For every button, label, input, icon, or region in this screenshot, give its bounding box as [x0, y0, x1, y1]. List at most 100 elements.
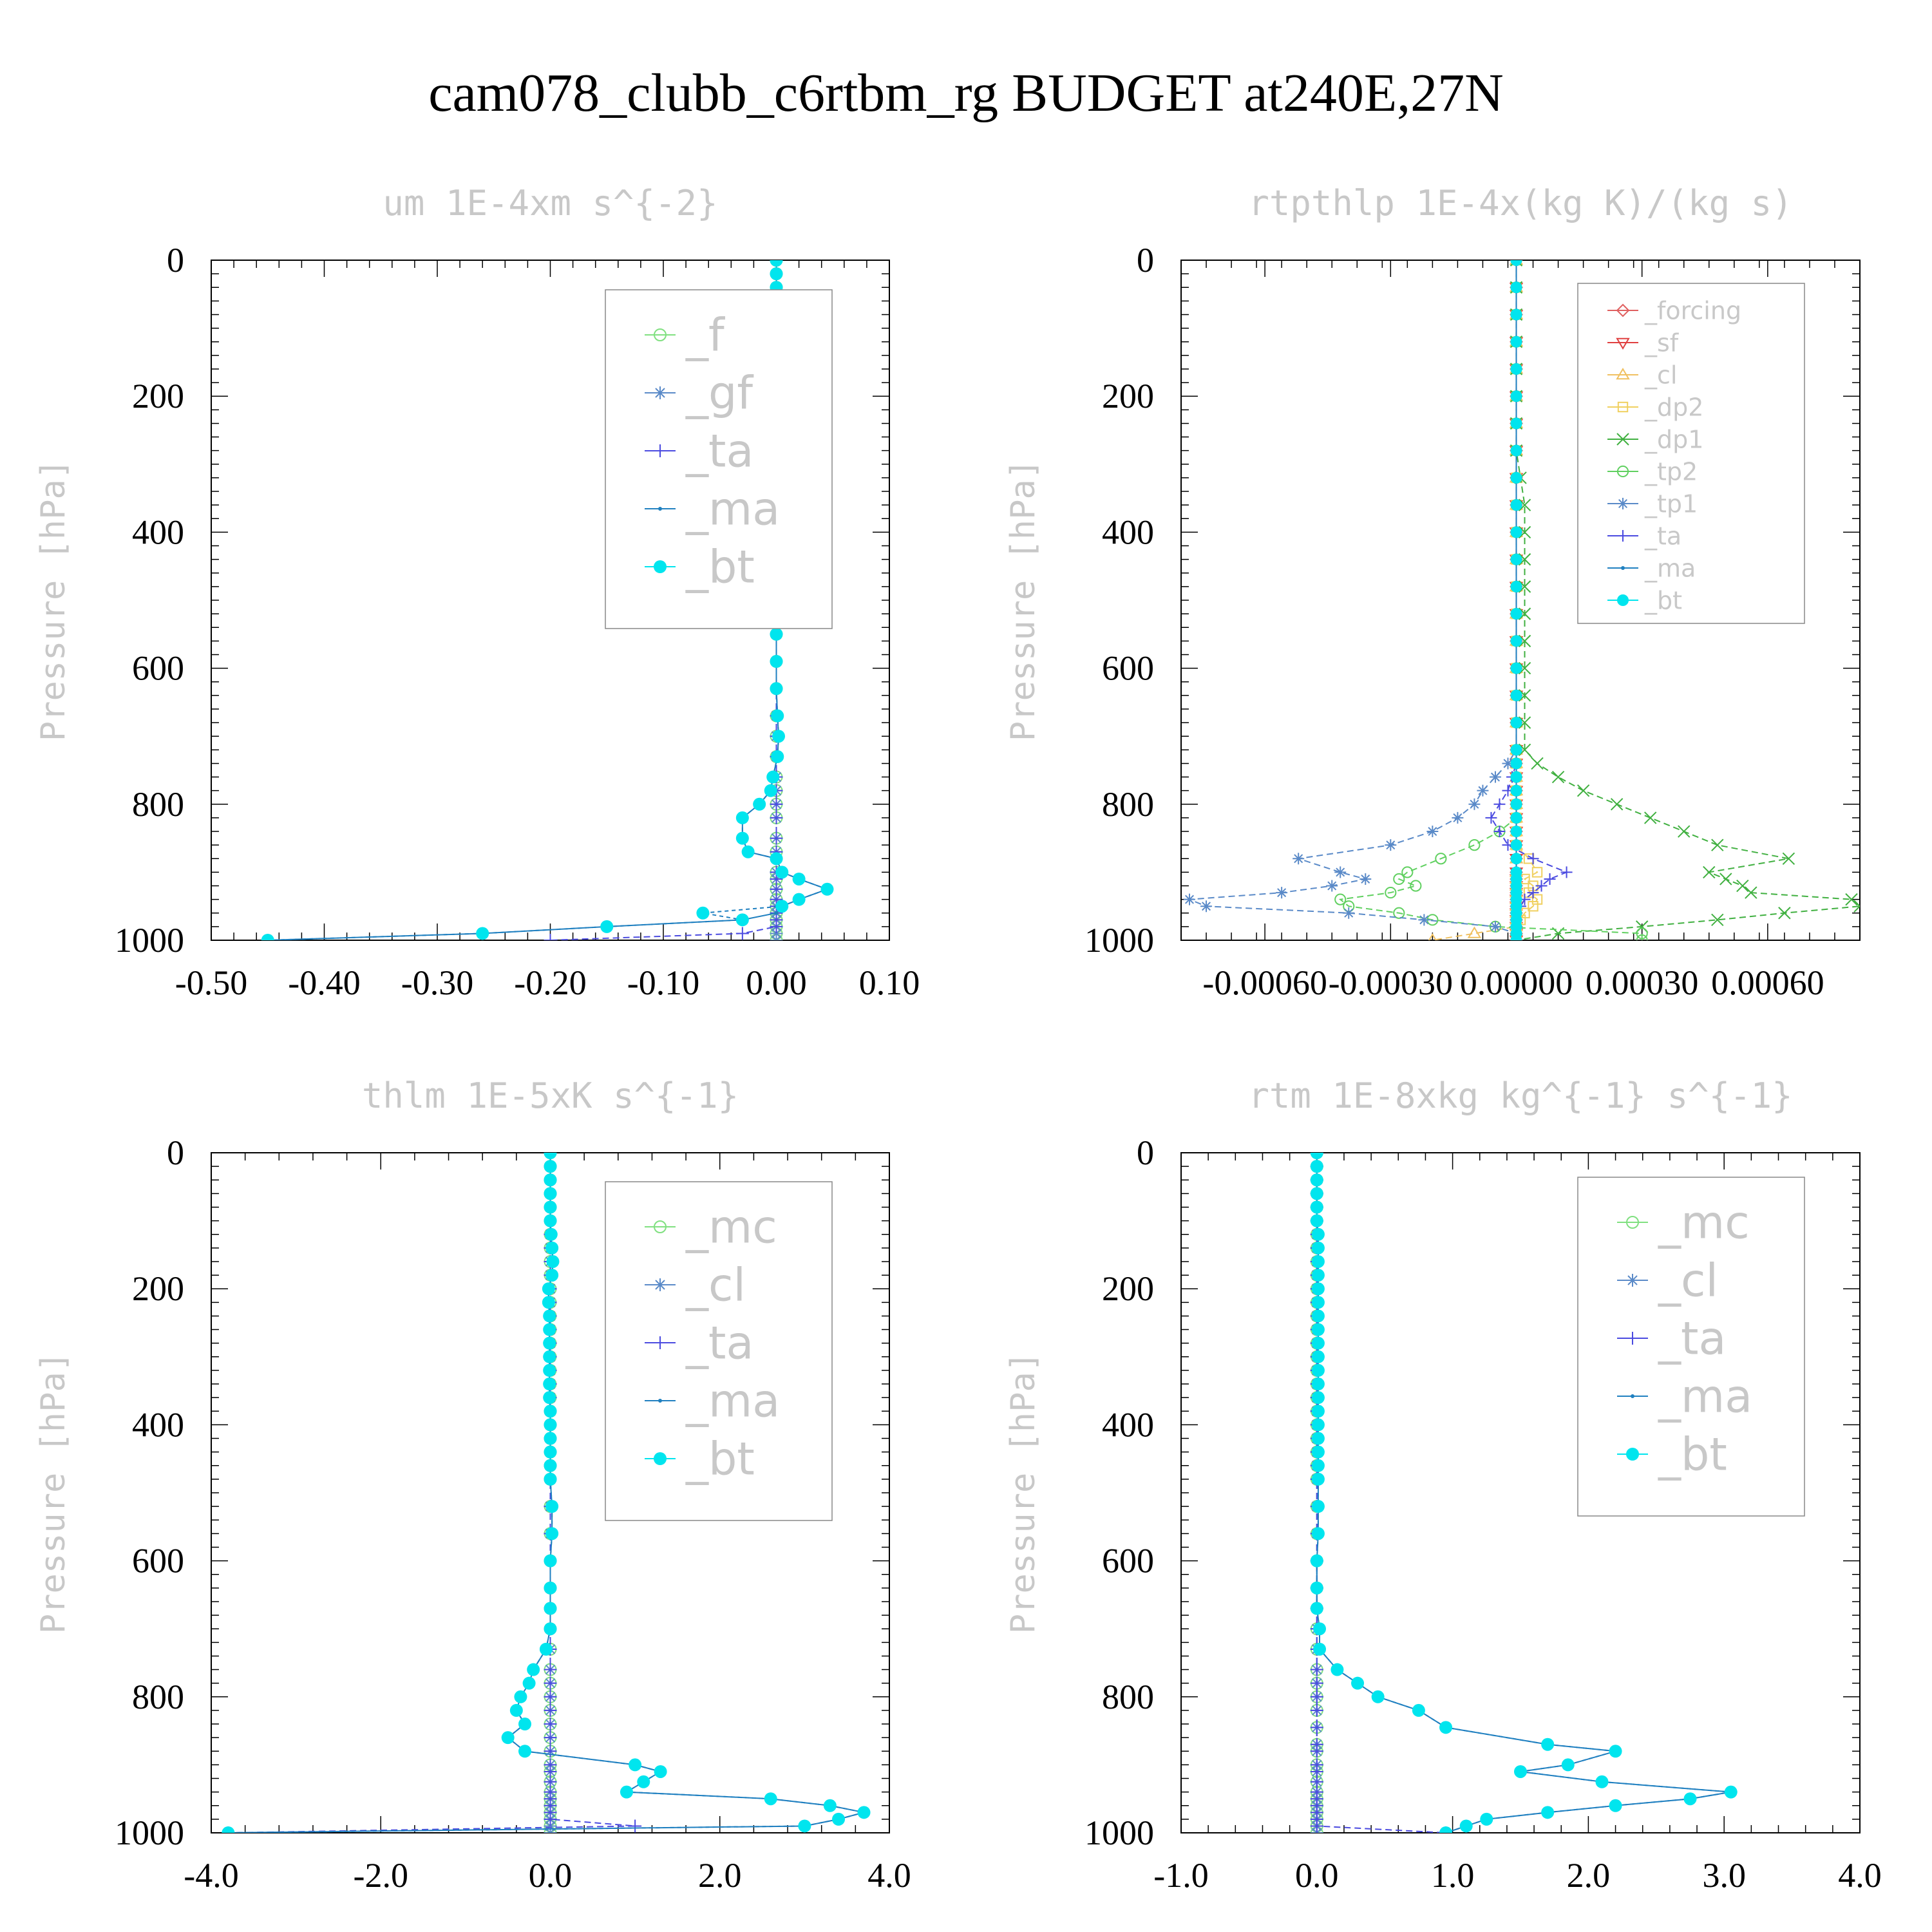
thlm-x-tick-label: 0.0 — [529, 1856, 573, 1895]
rtm-y-tick-label: 400 — [1102, 1405, 1154, 1444]
rtpthlp-y-tick-label: 600 — [1102, 649, 1154, 688]
thlm-x-tick-label: -4.0 — [184, 1856, 238, 1895]
thlm-point-ta — [544, 1745, 557, 1758]
rtm-y-tick-label: 1000 — [1084, 1814, 1154, 1852]
um-y-tick-label: 1000 — [115, 921, 184, 960]
thlm-point-bt — [543, 1378, 556, 1391]
thlm-y-axis-label: Pressure [hPa] — [34, 1352, 73, 1634]
thlm-point-bt — [544, 1418, 557, 1432]
rtpthlp-point-bt — [1510, 771, 1522, 783]
rtpthlp-point-dp1 — [1518, 553, 1531, 566]
um-point-bt — [735, 913, 749, 927]
thlm-point-bt — [543, 1309, 556, 1323]
rtm-legend-marker-ta — [1626, 1332, 1639, 1345]
rtm-point-ta — [1310, 1676, 1323, 1690]
rtm-point-bt — [1310, 1602, 1323, 1615]
um-point-bt — [741, 845, 755, 858]
rtm-point-bt — [1439, 1721, 1453, 1734]
um-point-bt — [735, 811, 749, 824]
rtpthlp-point-tp2 — [1334, 893, 1347, 905]
thlm-series-line-ta — [228, 1153, 636, 1833]
thlm-point-bt — [542, 1296, 555, 1309]
thlm-legend-label-ta: _ta — [685, 1317, 753, 1370]
thlm-point-bt — [654, 1765, 667, 1778]
um-point-gf — [770, 927, 783, 940]
rtpthlp-point-dp1 — [1518, 526, 1531, 539]
rtm-point-ta — [1310, 1703, 1323, 1717]
thlm-point-bt — [832, 1812, 846, 1826]
thlm-legend-label-bt: _bt — [685, 1433, 755, 1486]
thlm-point-bt — [514, 1690, 527, 1703]
thlm-point-bt — [637, 1775, 650, 1788]
rtpthlp-point-tp1 — [1468, 798, 1481, 810]
rtpthlp-legend-label-ta: _ta — [1644, 522, 1681, 550]
thlm-point-ta — [544, 1718, 557, 1731]
rtm-point-bt — [1311, 1241, 1325, 1255]
rtpthlp-point-tp1 — [1200, 900, 1213, 913]
um-point-bt — [792, 872, 806, 886]
um-point-ta — [770, 831, 783, 845]
rtpthlp-point-ta — [1544, 873, 1556, 885]
rtpthlp-point-dp1 — [1518, 661, 1531, 675]
thlm-point-bt — [620, 1785, 633, 1799]
rtpthlp-legend-label-forcing: _forcing — [1644, 296, 1741, 325]
rtpthlp-point-tp1 — [1418, 914, 1430, 926]
rtpthlp-legend-marker-bt — [1617, 594, 1629, 606]
rtm-point-bt — [1310, 1160, 1323, 1173]
thlm-point-bt — [544, 1227, 558, 1241]
rtpthlp-point-tp2 — [1435, 853, 1447, 865]
rtpthlp-x-tick-label: 0.00060 — [1711, 963, 1824, 1002]
um-legend-label-ma: _ma — [685, 483, 780, 536]
rtm-point-bt — [1541, 1738, 1555, 1751]
rtm-point-bt — [1561, 1758, 1575, 1772]
thlm-point-bt — [543, 1350, 556, 1363]
rtm-legend-label-ta: _ta — [1658, 1312, 1726, 1365]
um-legend-marker-gf — [654, 386, 667, 399]
rtpthlp-point-dp1 — [1577, 784, 1590, 797]
rtpthlp-point-dp1 — [1845, 893, 1858, 906]
um-legend-marker-ma — [658, 507, 662, 511]
thlm-point-bt — [545, 1500, 559, 1513]
rtm-point-bt — [1439, 1826, 1453, 1833]
rtm-data-area — [1310, 1153, 1738, 1833]
thlm-point-ta — [544, 1812, 557, 1826]
rtm-point-bt — [1459, 1819, 1473, 1833]
rtpthlp-point-tp2 — [1468, 839, 1481, 851]
rtpthlp-legend-label-sf: _sf — [1644, 328, 1680, 357]
rtm-point-bt — [1311, 1459, 1325, 1472]
rtm-point-bt — [1311, 1282, 1325, 1296]
thlm-legend-label-cl: _cl — [685, 1259, 746, 1312]
rtm-legend-marker-ma — [1631, 1394, 1634, 1398]
thlm-point-ta — [544, 1663, 557, 1676]
um-x-tick-label: -0.20 — [514, 963, 586, 1002]
rtpthlp-point-tp1 — [1359, 873, 1372, 885]
panel-rtm: rtm 1E-8xkg kg^{-1} s^{-1} Pressure [hPa]… — [1004, 1075, 1882, 1895]
thlm-y-tick-label: 1000 — [115, 1814, 184, 1852]
rtpthlp-data-area — [1184, 260, 1860, 940]
rtpthlp-legend-label-bt: _bt — [1644, 586, 1682, 614]
rtm-y-tick-label: 800 — [1102, 1678, 1154, 1716]
thlm-point-bt — [544, 1554, 557, 1567]
rtpthlp-legend-label-dp1: _dp1 — [1644, 425, 1703, 453]
rtpthlp-legend-label-dp2: _dp2 — [1644, 393, 1703, 421]
rtpthlp-legend-marker-ma — [1621, 566, 1625, 570]
thlm-point-bt — [546, 1255, 560, 1268]
rtpthlp-point-ta — [1535, 880, 1548, 892]
rtpthlp-point-dp1 — [1643, 811, 1657, 824]
thlm-point-bt — [544, 1622, 557, 1636]
rtpthlp-point-bt — [1510, 757, 1522, 770]
rtpthlp-point-tp2 — [1636, 934, 1648, 940]
rtm-x-tick-label: 1.0 — [1431, 1856, 1475, 1895]
um-legend-label-ta: _ta — [685, 425, 753, 478]
rtm-point-bt — [1609, 1799, 1622, 1812]
rtpthlp-point-cl — [1467, 926, 1482, 938]
thlm-point-bt — [544, 1153, 557, 1159]
rtpthlp-point-dp1 — [1531, 757, 1544, 770]
rtpthlp-point-dp1 — [1711, 838, 1724, 851]
thlm-point-bt — [543, 1336, 556, 1350]
thlm-point-ta — [544, 1703, 557, 1717]
thlm-legend-marker-ta — [654, 1336, 667, 1349]
rtm-point-bt — [1310, 1554, 1323, 1567]
rtpthlp-point-dp1 — [1518, 743, 1531, 757]
rtm-point-bt — [1311, 1255, 1325, 1268]
